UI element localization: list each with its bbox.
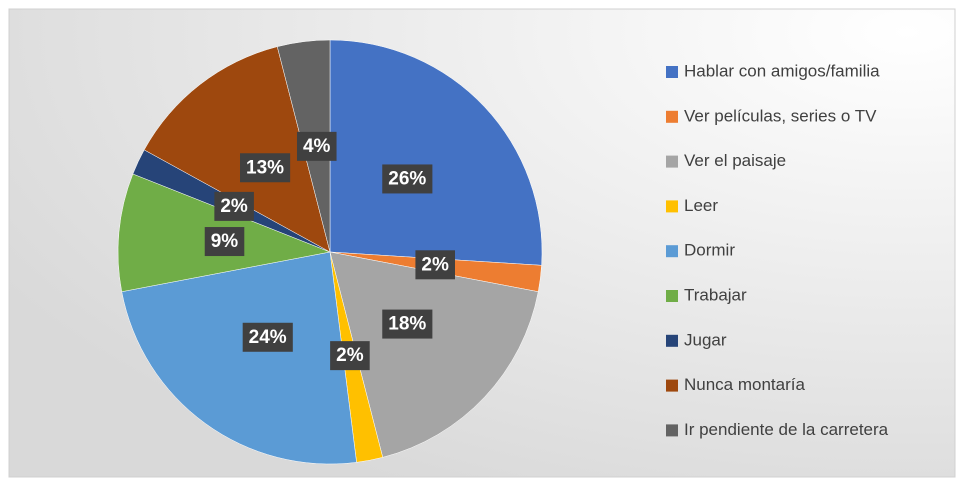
data-label: 4% bbox=[296, 131, 337, 161]
data-label-text: 26% bbox=[388, 168, 426, 189]
data-label: 18% bbox=[382, 309, 433, 339]
data-label: 24% bbox=[242, 322, 293, 352]
data-label-box bbox=[214, 191, 254, 221]
data-label: 26% bbox=[382, 164, 433, 194]
legend-swatch bbox=[666, 424, 678, 437]
data-label-box bbox=[382, 309, 433, 339]
legend-swatch bbox=[666, 245, 678, 258]
data-label-box bbox=[204, 227, 245, 257]
legend-label: Ver el paisaje bbox=[684, 151, 786, 170]
data-label-box bbox=[242, 322, 293, 352]
data-label-text: 4% bbox=[303, 136, 331, 157]
pie-slice bbox=[143, 46, 331, 253]
legend-label: Ir pendiente de la carretera bbox=[684, 420, 889, 439]
pie bbox=[117, 39, 543, 465]
legend-label: Ver películas, series o TV bbox=[684, 106, 877, 125]
data-label-box bbox=[296, 131, 337, 161]
pie-slice bbox=[329, 251, 539, 458]
legend-swatch bbox=[666, 334, 678, 347]
data-label-box bbox=[415, 250, 455, 280]
data-label-text: 2% bbox=[220, 196, 248, 217]
data-label-text: 13% bbox=[246, 157, 284, 178]
legend-swatch bbox=[666, 290, 678, 302]
data-label-box bbox=[330, 341, 370, 371]
data-label-text: 18% bbox=[388, 314, 426, 335]
data-label: 2% bbox=[415, 250, 455, 280]
data-label: 9% bbox=[204, 227, 245, 257]
legend-label: Dormir bbox=[684, 241, 735, 260]
data-label-box bbox=[240, 153, 291, 183]
data-label-text: 24% bbox=[249, 327, 287, 348]
legend-swatch bbox=[666, 155, 678, 168]
pie-slice bbox=[329, 39, 543, 266]
data-label: 13% bbox=[240, 153, 291, 183]
legend-swatch bbox=[666, 200, 678, 213]
data-label-text: 2% bbox=[336, 345, 364, 366]
data-label: 2% bbox=[214, 191, 254, 221]
legend-swatch bbox=[666, 66, 678, 78]
legend-swatch bbox=[666, 110, 678, 123]
legend-label: Trabajar bbox=[684, 285, 747, 304]
legend-swatch bbox=[666, 379, 678, 392]
legend-label: Jugar bbox=[684, 330, 727, 349]
data-label: 2% bbox=[330, 341, 370, 371]
legend-label: Leer bbox=[684, 196, 718, 215]
legend: Hablar con amigos/familia Ver películas, … bbox=[666, 61, 889, 439]
legend-label: Nunca montaría bbox=[684, 375, 805, 394]
data-label-text: 9% bbox=[211, 231, 239, 252]
data-label-box bbox=[382, 164, 433, 194]
data-label-text: 2% bbox=[421, 254, 449, 275]
legend-label: Hablar con amigos/familia bbox=[684, 61, 880, 80]
data-labels: 26% 2% 18% 2% 24% 9% 2% 13% 4% bbox=[204, 131, 455, 371]
pie-slice bbox=[121, 251, 357, 465]
